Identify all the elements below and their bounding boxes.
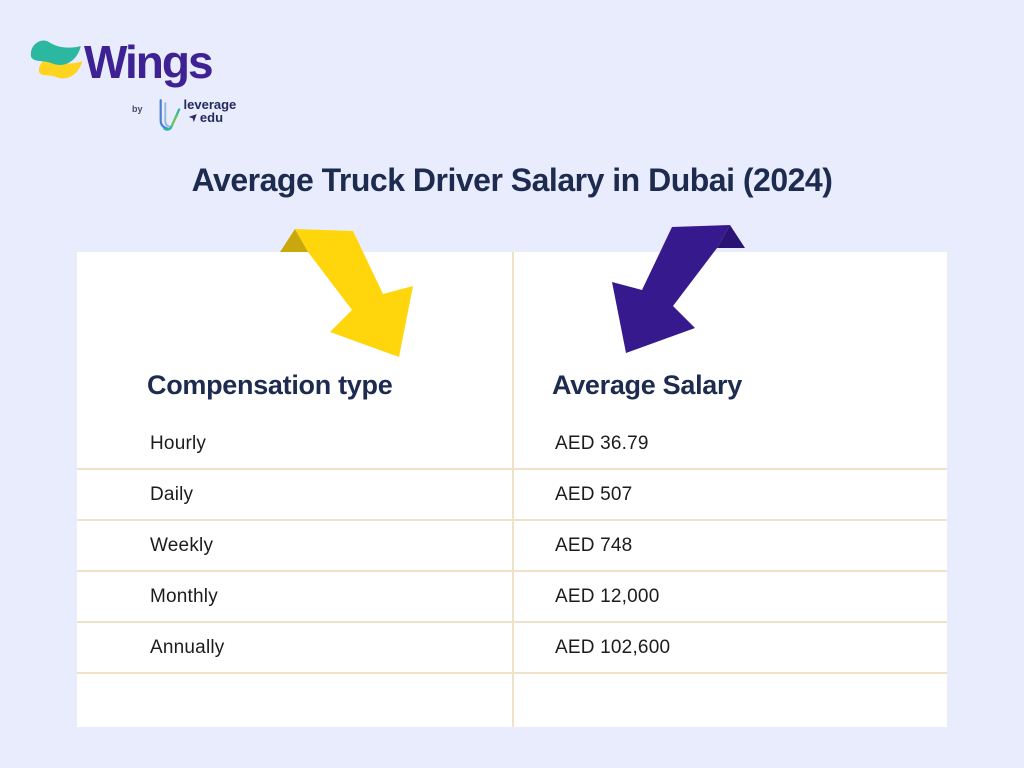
table-row: Monthly AED 12,000 <box>77 572 947 623</box>
purple-down-arrow-icon <box>612 225 745 353</box>
compensation-type-cell: Annually <box>150 636 225 658</box>
compensation-type-cell: Daily <box>150 483 194 505</box>
brand-name: Wings <box>84 36 214 88</box>
salary-table: Compensation type Average Salary Hourly … <box>77 252 947 727</box>
average-salary-cell: AED 36.79 <box>555 432 649 454</box>
brand-logo: Wings by leverage ➤ edu <box>28 34 248 132</box>
partner-name-leverage: leverage <box>183 97 237 112</box>
table-row: Daily AED 507 <box>77 470 947 521</box>
average-salary-cell: AED 12,000 <box>555 585 660 607</box>
yellow-down-arrow-icon <box>280 229 413 357</box>
compensation-type-cell: Hourly <box>150 432 207 454</box>
table-row: Annually AED 102,600 <box>77 623 947 674</box>
table-header-row: Compensation type Average Salary <box>77 370 947 401</box>
partner-name-edu: edu <box>199 110 224 125</box>
table-row-empty <box>77 674 947 727</box>
by-label: by <box>132 104 143 114</box>
table-row: Hourly AED 36.79 <box>77 419 947 470</box>
compensation-type-cell: Weekly <box>150 534 214 556</box>
average-salary-cell: AED 507 <box>555 483 633 505</box>
compensation-type-cell: Monthly <box>150 585 218 607</box>
table-row: Weekly AED 748 <box>77 521 947 572</box>
column-header-compensation-type: Compensation type <box>147 370 393 400</box>
page-title: Average Truck Driver Salary in Dubai (20… <box>191 162 833 198</box>
average-salary-cell: AED 102,600 <box>555 636 671 658</box>
leverage-edu-book-icon <box>159 99 180 131</box>
average-salary-cell: AED 748 <box>555 534 633 556</box>
column-divider <box>512 252 514 727</box>
column-header-average-salary: Average Salary <box>552 370 742 400</box>
wings-logo-icon <box>30 40 83 79</box>
table-body: Hourly AED 36.79 Daily AED 507 Weekly AE… <box>77 419 947 727</box>
